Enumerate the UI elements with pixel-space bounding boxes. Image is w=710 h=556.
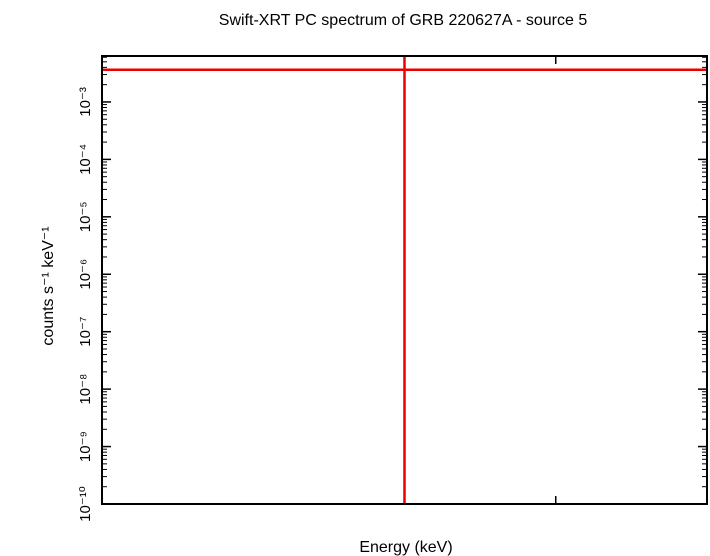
plot-frame [101,55,708,505]
y-tick-label: 10⁻⁴ [77,144,94,175]
data-series [102,56,707,504]
y-tick-label: 10⁻⁵ [77,201,94,232]
y-tick-label: 10⁻¹⁰ [77,486,94,522]
x-axis-label: Energy (keV) [359,539,452,556]
chart-title: Swift-XRT PC spectrum of GRB 220627A - s… [219,12,588,29]
y-tick-label: 10⁻³ [77,87,94,117]
y-axis-label: counts s⁻¹ keV⁻¹ [40,226,57,345]
y-tick-label: 10⁻⁷ [77,317,94,347]
y-tick-label: 10⁻⁶ [77,259,94,290]
y-axis-ticks: 10⁻¹⁰ 10⁻⁹ 10⁻⁸ 10⁻⁷ 10⁻⁶ 10⁻⁵ 10⁻⁴ 10⁻³ [77,56,707,522]
y-tick-label: 10⁻⁸ [77,374,94,405]
y-tick-label: 10⁻⁹ [77,431,94,462]
